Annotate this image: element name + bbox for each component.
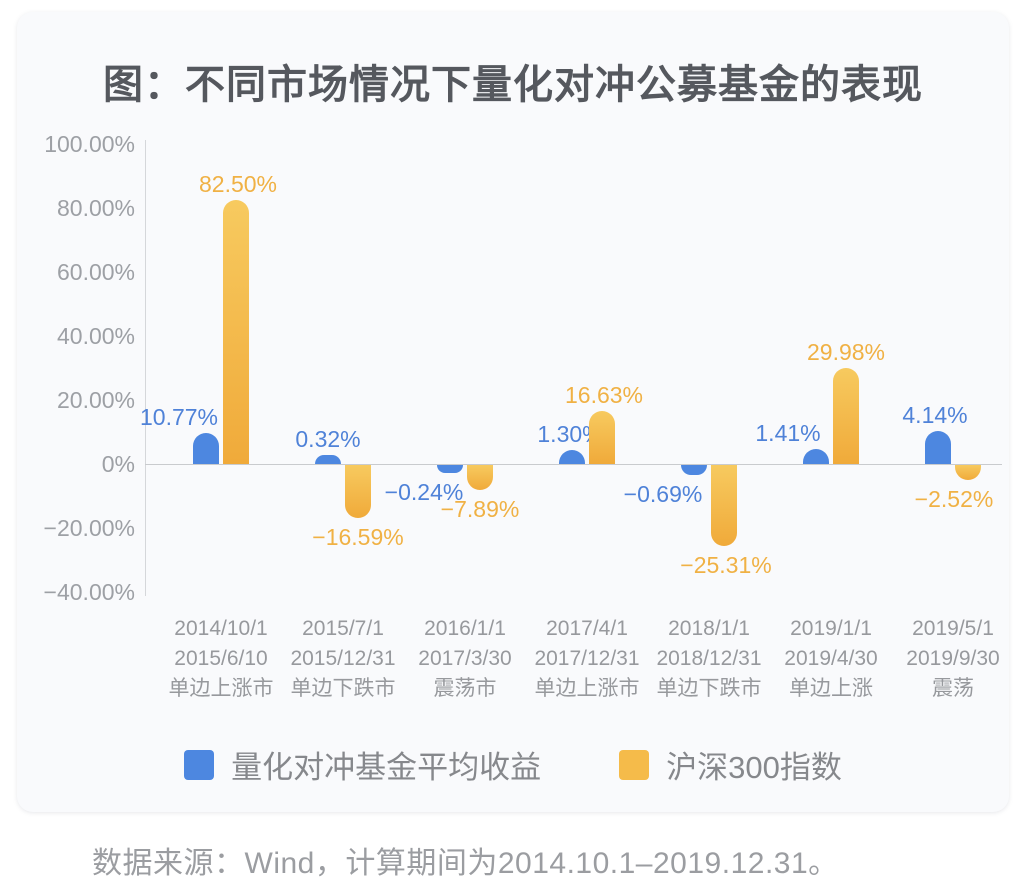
x-axis-label-line: 2017/12/31 bbox=[534, 647, 640, 670]
y-axis-label: 0% bbox=[101, 451, 135, 477]
bar-value-label: 1.41% bbox=[755, 420, 821, 446]
x-axis-label-line: 2019/4/30 bbox=[784, 647, 878, 670]
bar-value-label: −25.31% bbox=[680, 552, 772, 578]
legend-item-index: 沪深300指数 bbox=[619, 742, 842, 787]
x-axis-label: 2014/10/1 2015/6/10 单边上涨市 bbox=[146, 614, 296, 704]
x-axis-label: 2017/4/1 2017/12/31 单边上涨市 bbox=[512, 614, 662, 704]
chart-card: 图：不同市场情况下量化对冲公募基金的表现 100.00% 80.00% 60.00%… bbox=[17, 12, 1009, 812]
x-axis-label-line: 2016/1/1 bbox=[424, 617, 506, 640]
y-axis-label: 20.00% bbox=[56, 387, 135, 413]
bar-fund-3 bbox=[437, 465, 463, 473]
bar-index-3 bbox=[467, 465, 493, 490]
x-axis-label-line: 2017/4/1 bbox=[546, 617, 628, 640]
bar-value-label: 10.77% bbox=[139, 404, 218, 430]
y-axis-label: 80.00% bbox=[56, 195, 135, 221]
x-axis-label-line: 单边下跌市 bbox=[290, 677, 396, 700]
bar-value-label: −0.24% bbox=[384, 479, 464, 505]
chart-title: 图：不同市场情况下量化对冲公募基金的表现 bbox=[103, 63, 923, 107]
x-axis-label-line: 2019/9/30 bbox=[906, 647, 1000, 670]
bar-fund-6 bbox=[803, 449, 829, 464]
x-axis-label-line: 2018/1/1 bbox=[668, 617, 750, 640]
bar-value-label: −7.89% bbox=[440, 496, 520, 522]
bar-value-label: −2.52% bbox=[914, 486, 994, 512]
legend: 量化对冲基金平均收益 沪深300指数 bbox=[17, 742, 1009, 787]
x-axis-label-line: 单边上涨市 bbox=[534, 677, 640, 700]
bar-value-label: 1.30% bbox=[537, 421, 603, 447]
bar-value-label: −16.59% bbox=[312, 524, 404, 550]
bar-index-1 bbox=[223, 200, 249, 464]
bar-value-label: −0.69% bbox=[623, 481, 703, 507]
x-axis-label-line: 单边上涨 bbox=[789, 677, 873, 700]
bar-index-6 bbox=[833, 368, 859, 464]
x-axis-label-line: 震荡 bbox=[932, 677, 974, 700]
bar-value-label: 16.63% bbox=[564, 382, 643, 408]
bar-fund-5 bbox=[681, 465, 707, 475]
x-axis-label-line: 2015/6/10 bbox=[174, 647, 268, 670]
x-axis-label-line: 2015/7/1 bbox=[302, 617, 384, 640]
bar-fund-7 bbox=[925, 431, 951, 464]
x-axis-label-line: 2017/3/30 bbox=[418, 647, 512, 670]
bar-fund-2 bbox=[315, 455, 341, 464]
chart-plot: 100.00% 80.00% 60.00% 40.00% 20.00% 0% −20.00%… bbox=[17, 118, 1009, 718]
x-axis-label: 2016/1/1 2017/3/30 震荡市 bbox=[390, 614, 540, 704]
y-axis-label: 40.00% bbox=[56, 323, 135, 349]
x-axis-label-line: 2019/5/1 bbox=[912, 617, 994, 640]
legend-label-fund: 量化对冲基金平均收益 bbox=[231, 750, 542, 785]
x-axis-label-line: 2015/12/31 bbox=[290, 647, 396, 670]
x-axis-label-line: 2018/12/31 bbox=[656, 647, 762, 670]
y-axis-label: 100.00% bbox=[44, 131, 135, 157]
x-axis-label: 2018/1/1 2018/12/31 单边下跌市 bbox=[634, 614, 784, 704]
bar-index-5 bbox=[711, 465, 737, 546]
x-axis-label: 2019/1/1 2019/4/30 单边上涨 bbox=[756, 614, 906, 704]
y-axis-label: −20.00% bbox=[43, 515, 135, 541]
bar-index-4 bbox=[589, 411, 615, 464]
bar-fund-1 bbox=[193, 433, 219, 464]
legend-label-index: 沪深300指数 bbox=[666, 750, 842, 785]
bar-index-2 bbox=[345, 465, 371, 518]
bar-fund-4 bbox=[559, 450, 585, 464]
bar-value-label: 29.98% bbox=[806, 339, 885, 365]
x-axis-label: 2019/5/1 2019/9/30 震荡 bbox=[878, 614, 1026, 704]
y-axis-line bbox=[145, 140, 146, 596]
source-note: 数据来源：Wind，计算期间为2014.10.1–2019.12.31。 bbox=[92, 847, 839, 880]
legend-swatch-fund bbox=[184, 749, 215, 780]
bar-value-label: 0.32% bbox=[295, 426, 361, 452]
x-axis-label-line: 2014/10/1 bbox=[174, 617, 268, 640]
y-axis-label: 60.00% bbox=[56, 259, 135, 285]
bar-value-label: 4.14% bbox=[902, 402, 968, 428]
x-axis-label-line: 震荡市 bbox=[433, 677, 497, 700]
bar-index-7 bbox=[955, 465, 981, 480]
legend-swatch-index bbox=[619, 749, 650, 780]
x-axis-label: 2015/7/1 2015/12/31 单边下跌市 bbox=[268, 614, 418, 704]
x-axis-label-line: 单边上涨市 bbox=[168, 677, 274, 700]
x-axis-label-line: 单边下跌市 bbox=[656, 677, 762, 700]
bar-value-label: 82.50% bbox=[198, 171, 277, 197]
legend-item-fund: 量化对冲基金平均收益 bbox=[184, 742, 541, 787]
y-axis-label: −40.00% bbox=[43, 579, 135, 605]
zero-baseline bbox=[145, 464, 1002, 465]
x-axis-label-line: 2019/1/1 bbox=[790, 617, 872, 640]
